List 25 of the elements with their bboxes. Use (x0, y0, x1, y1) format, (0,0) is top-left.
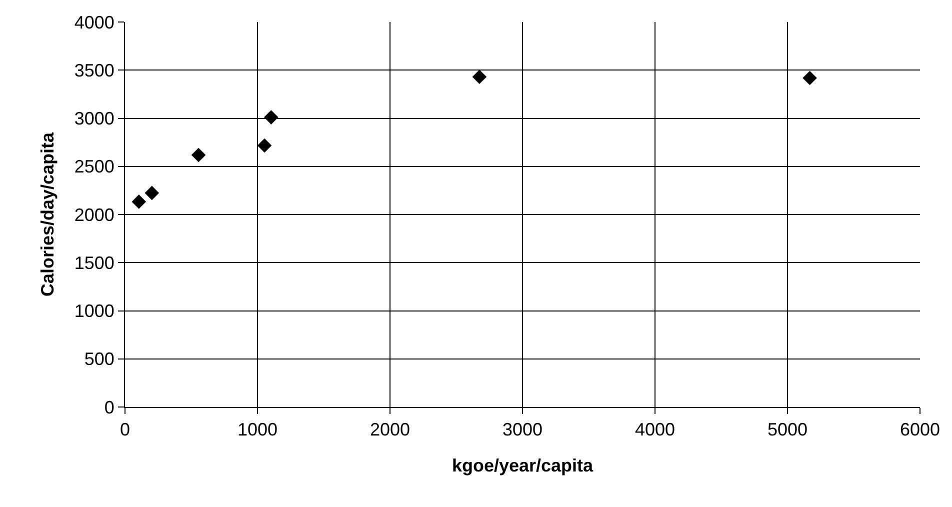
y-tick-label: 2000 (74, 204, 114, 225)
point (257, 138, 272, 153)
x-axis-title: kgoe/year/capita (452, 456, 594, 476)
y-tick-label: 3500 (74, 60, 114, 80)
y-tick-label: 500 (84, 349, 114, 370)
y-tick-label: 1000 (74, 301, 114, 322)
point (191, 148, 206, 162)
x-tick-label: 3000 (502, 420, 543, 440)
y-tick-label: 2500 (74, 156, 114, 177)
y-tick-label: 1500 (74, 252, 114, 273)
x-tick-label: 5000 (767, 420, 808, 440)
point (144, 186, 160, 200)
point (132, 194, 146, 209)
y-tick-label: 4000 (74, 12, 114, 32)
y-axis-title: Calories/day/capita (38, 131, 58, 297)
point (472, 70, 487, 84)
point (802, 70, 817, 86)
x-tick-label: 4000 (634, 420, 676, 440)
point (264, 110, 278, 124)
x-tick-label: 2000 (370, 420, 410, 440)
y-tick-label: 0 (104, 397, 114, 418)
x-tick-label: 6000 (900, 420, 940, 440)
x-tick-label: 0 (120, 420, 130, 440)
y-tick-label: 3000 (74, 108, 114, 129)
x-tick-label: 1000 (237, 420, 278, 440)
